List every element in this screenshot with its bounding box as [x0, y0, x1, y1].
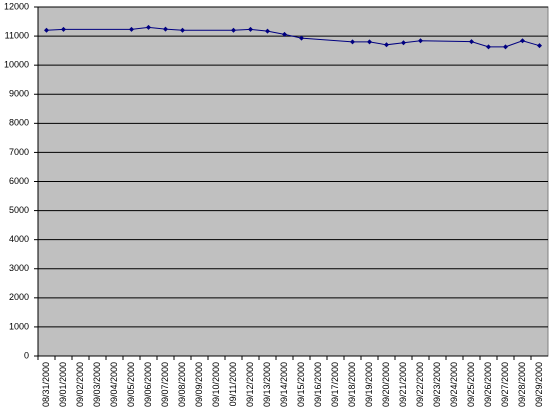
x-tick-label: 09/20/2000: [381, 362, 391, 407]
x-tick-label: 09/27/2000: [500, 362, 510, 407]
y-tick-label: 12000: [4, 1, 29, 11]
data-point: [231, 27, 236, 33]
x-tick-label: 09/16/2000: [313, 362, 323, 407]
x-tick-label: 09/04/2000: [109, 362, 119, 407]
x-tick-label: 09/10/2000: [211, 362, 221, 407]
data-point: [180, 27, 185, 33]
x-tick-label: 09/11/2000: [228, 362, 238, 406]
x-tick-label: 09/08/2000: [177, 362, 187, 407]
y-tick-label: 9000: [9, 89, 29, 99]
data-point: [146, 24, 151, 30]
x-tick-label: 09/06/2000: [143, 362, 153, 407]
y-tick-label: 4000: [9, 234, 29, 244]
data-point: [537, 43, 542, 49]
data-point: [61, 26, 66, 32]
y-tick-label: 0: [24, 350, 29, 360]
x-tick-label: 09/17/2000: [330, 362, 340, 407]
x-tick-label: 09/02/2000: [75, 362, 85, 407]
y-tick-label: 11000: [5, 30, 29, 40]
x-tick-label: 09/25/2000: [466, 362, 476, 407]
data-point: [248, 26, 253, 32]
y-tick-label: 7000: [9, 147, 29, 157]
y-tick-label: 6000: [9, 176, 29, 186]
x-tick-label: 09/09/2000: [194, 362, 204, 407]
x-tick-label: 09/05/2000: [126, 362, 136, 407]
x-tick-label: 09/23/2000: [432, 362, 442, 407]
data-point: [503, 44, 508, 50]
x-tick-label: 09/22/2000: [415, 362, 425, 407]
x-tick-label: 09/01/2000: [58, 362, 68, 407]
y-tick-label: 5000: [9, 205, 29, 215]
data-point: [299, 35, 304, 41]
data-point: [265, 28, 270, 34]
y-tick-label: 2000: [9, 292, 29, 302]
y-tick-label: 8000: [9, 118, 29, 128]
x-tick-label: 09/07/2000: [160, 362, 170, 407]
data-point: [384, 42, 389, 48]
x-tick-label: 09/15/2000: [296, 362, 306, 407]
y-tick-label: 10000: [4, 60, 29, 70]
data-point: [486, 44, 491, 50]
data-point: [44, 27, 49, 33]
data-point: [401, 40, 406, 46]
x-tick-label: 09/21/2000: [398, 362, 408, 407]
data-point: [129, 26, 134, 32]
x-tick-label: 09/03/2000: [92, 362, 102, 407]
data-point: [520, 38, 525, 44]
data-point: [367, 39, 372, 45]
x-tick-label: 09/19/2000: [364, 362, 374, 407]
x-tick-label: 09/14/2000: [279, 362, 289, 407]
x-tick-label: 09/28/2000: [517, 362, 527, 407]
data-point: [469, 39, 474, 45]
x-tick-label: 09/18/2000: [347, 362, 357, 407]
data-point: [418, 38, 423, 44]
y-tick-label: 3000: [9, 263, 29, 273]
x-tick-label: 09/29/2000: [534, 362, 544, 407]
x-tick-label: 09/12/2000: [245, 362, 255, 407]
data-point: [282, 31, 287, 37]
x-tick-label: 09/13/2000: [262, 362, 272, 407]
x-tick-label: 08/31/2000: [41, 362, 51, 407]
x-tick-label: 09/26/2000: [483, 362, 493, 407]
y-tick-label: 1000: [9, 321, 29, 331]
data-point: [350, 39, 355, 45]
data-point: [163, 26, 168, 32]
x-tick-label: 09/24/2000: [449, 362, 459, 407]
